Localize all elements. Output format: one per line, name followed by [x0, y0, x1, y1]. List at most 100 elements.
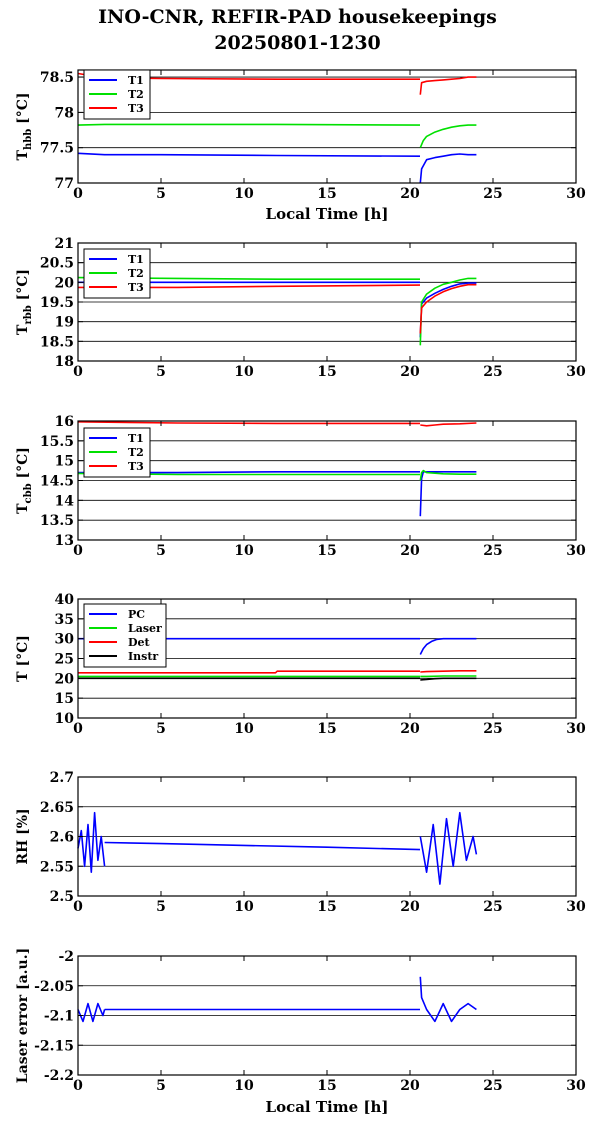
- legend-label-3-2: Det: [128, 636, 151, 649]
- ytick-label-4-2: 2.6: [50, 830, 74, 846]
- ytick-label-1-2: 19: [55, 315, 74, 331]
- ytick-label-4-3: 2.65: [40, 800, 74, 816]
- xtick-label-4-1: 5: [156, 899, 166, 915]
- series-line-0-0-0: [77, 152, 421, 157]
- xtick-label-3-2: 10: [234, 721, 254, 737]
- xtick-label-1-4: 20: [400, 364, 420, 380]
- series-line-4-0-2: [419, 811, 478, 885]
- xtick-label-1-2: 10: [234, 364, 254, 380]
- ytick-label-2-0: 13: [55, 533, 74, 549]
- ytick-label-3-5: 35: [55, 612, 74, 628]
- legend-label-3-1: Laser: [128, 622, 162, 635]
- ytick-label-1-6: 21: [55, 236, 74, 252]
- ytick-label-3-0: 10: [55, 711, 75, 727]
- ytick-label-4-0: 2.5: [50, 889, 74, 905]
- ytick-label-3-4: 30: [55, 632, 75, 648]
- legend-label-2-0: T1: [128, 432, 144, 445]
- legend-label-3-0: PC: [128, 608, 145, 621]
- xtick-label-4-4: 20: [400, 899, 420, 915]
- series-line-4-0-1: [104, 841, 421, 851]
- xtick-label-3-0: 0: [73, 721, 83, 737]
- series-line-3-2-1: [420, 669, 477, 673]
- ylabel-5: Laser error [a.u.]: [15, 948, 31, 1083]
- legend-label-1-2: T3: [128, 281, 144, 294]
- xtick-label-2-2: 10: [234, 543, 254, 559]
- xtick-label-1-0: 0: [73, 364, 83, 380]
- ytick-label-2-5: 15.5: [40, 434, 74, 450]
- series-line-2-0-1: [419, 470, 477, 517]
- ytick-label-0-3: 78.5: [40, 70, 74, 86]
- xtick-label-1-6: 30: [566, 364, 586, 380]
- ytick-label-1-5: 20.5: [40, 256, 74, 272]
- ytick-label-0-1: 77.5: [40, 141, 74, 157]
- series-line-2-1-1: [419, 469, 477, 481]
- ytick-label-2-4: 15: [55, 454, 74, 470]
- ylabel-2: Tcbb [°C]: [15, 447, 34, 514]
- xtick-label-3-1: 5: [156, 721, 166, 737]
- xtick-label-1-1: 5: [156, 364, 166, 380]
- xtick-label-3-3: 15: [317, 721, 336, 737]
- xtick-label-0-1: 5: [156, 186, 166, 202]
- xtick-label-3-4: 20: [400, 721, 420, 737]
- plot-frame-0: [77, 69, 577, 184]
- ytick-label-2-2: 14: [55, 493, 75, 509]
- ytick-label-2-1: 13.5: [40, 513, 74, 529]
- xtick-label-2-6: 30: [566, 543, 586, 559]
- series-line-1-1-1: [419, 277, 477, 346]
- xtick-label-0-5: 25: [483, 186, 502, 202]
- ylabel-0: Thbb [°C]: [15, 93, 34, 161]
- xtick-label-2-0: 0: [73, 543, 83, 559]
- chart-title-line2: 20250801-1230: [214, 32, 381, 54]
- xtick-label-4-5: 25: [483, 899, 502, 915]
- xtick-label-0-3: 15: [317, 186, 336, 202]
- ytick-label-1-4: 20: [55, 275, 75, 291]
- ytick-label-2-6: 16: [55, 414, 74, 430]
- xtick-label-5-0: 0: [73, 1078, 83, 1094]
- ytick-label-5-0: -2.2: [44, 1068, 74, 1084]
- ytick-label-4-1: 2.55: [40, 859, 74, 875]
- xtick-label-0-6: 30: [566, 186, 586, 202]
- series-line-5-0-0: [77, 1002, 106, 1023]
- xtick-label-5-4: 20: [400, 1078, 420, 1094]
- ylabel-3: T [°C]: [15, 635, 31, 682]
- series-line-4-0-0: [77, 811, 106, 874]
- ylabel-1: Trbb [°C]: [15, 269, 34, 335]
- ytick-label-3-2: 20: [55, 671, 75, 687]
- ylabel-4: RH [%]: [15, 808, 31, 864]
- xtick-label-0-2: 10: [234, 186, 254, 202]
- series-line-2-2-0: [77, 421, 420, 425]
- series-line-1-2-1: [419, 283, 477, 334]
- xtick-label-2-4: 20: [400, 543, 420, 559]
- ytick-label-1-3: 19.5: [40, 295, 74, 311]
- series-line-0-1-0: [77, 123, 421, 126]
- ytick-label-5-2: -2.1: [44, 1009, 74, 1025]
- xtick-label-3-5: 25: [483, 721, 502, 737]
- xtick-label-5-3: 15: [317, 1078, 336, 1094]
- ytick-label-5-3: -2.05: [34, 979, 74, 995]
- series-line-1-0-1: [419, 282, 477, 338]
- series-line-0-0-1: [419, 153, 477, 184]
- ytick-label-1-1: 18.5: [40, 334, 74, 350]
- xtick-label-5-5: 25: [483, 1078, 502, 1094]
- ytick-label-3-6: 40: [55, 592, 75, 608]
- xtick-label-2-1: 5: [156, 543, 166, 559]
- ytick-label-4-4: 2.7: [50, 770, 74, 786]
- xtick-label-5-1: 5: [156, 1078, 166, 1094]
- legend-label-2-1: T2: [128, 446, 144, 459]
- xtick-label-2-5: 25: [483, 543, 502, 559]
- series-line-3-2-0: [78, 670, 420, 674]
- chart-title-line1: INO-CNR, REFIR-PAD housekeepings: [98, 6, 497, 28]
- xtick-label-5-6: 30: [566, 1078, 586, 1094]
- xtick-label-4-6: 30: [566, 899, 586, 915]
- xlabel-bottom: Local Time [h]: [266, 1098, 389, 1116]
- xtick-label-0-4: 20: [400, 186, 420, 202]
- xtick-label-4-0: 0: [73, 899, 83, 915]
- xtick-label-5-2: 10: [234, 1078, 254, 1094]
- ytick-label-1-0: 18: [55, 354, 74, 370]
- legend-label-0-0: T1: [128, 74, 144, 87]
- legend-label-3-3: Instr: [128, 650, 158, 663]
- xtick-label-3-6: 30: [566, 721, 586, 737]
- ytick-label-0-0: 77: [55, 176, 74, 192]
- xtick-label-2-3: 15: [317, 543, 336, 559]
